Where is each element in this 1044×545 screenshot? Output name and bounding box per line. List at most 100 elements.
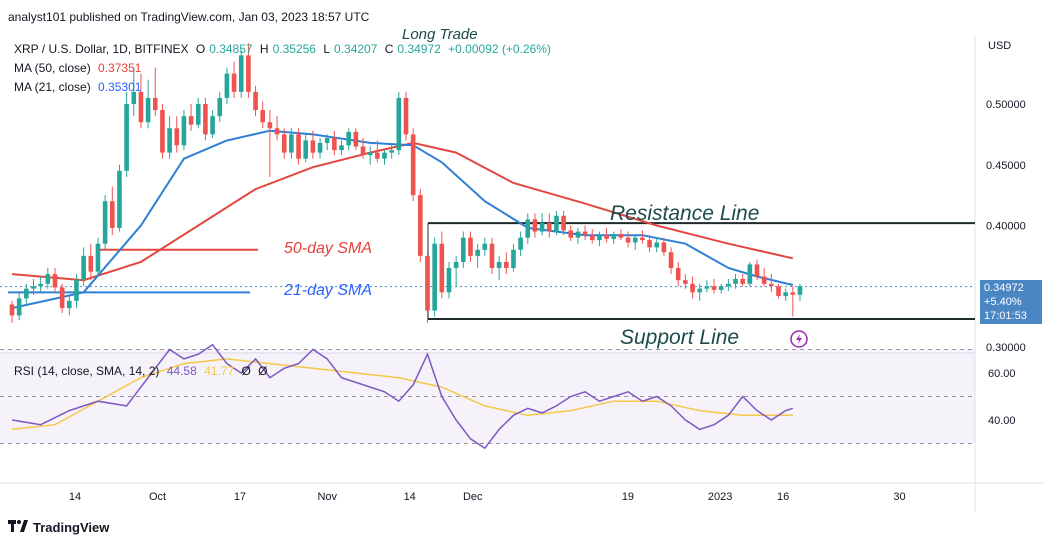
candle-body (88, 255, 94, 272)
high-label: H (259, 42, 269, 56)
candle-body (81, 255, 86, 281)
candle-body (618, 234, 624, 238)
candle-body (310, 140, 316, 153)
time-tick-label: 19 (622, 491, 634, 503)
candle-body (45, 274, 51, 284)
low-value: 0.34207 (334, 42, 378, 56)
candle-body (496, 261, 502, 269)
last-price-tag: 0.34972 +5.40% 17:01:53 (980, 280, 1042, 324)
lightning-bolt-icon (796, 334, 802, 344)
candle-body (475, 249, 480, 256)
candle-body (360, 146, 366, 156)
candle-body (24, 288, 29, 299)
rsi-background (0, 349, 975, 444)
rsi-line (11, 343, 794, 450)
candle-body (418, 195, 423, 256)
price-axis-unit: USD (988, 40, 1011, 52)
candle-body (546, 223, 552, 232)
candle-body (274, 128, 280, 135)
candle-body (160, 110, 165, 153)
candle-body (59, 287, 65, 309)
candle-body (188, 116, 194, 125)
candle-body (145, 97, 151, 123)
candle-body (518, 237, 523, 250)
time-tick-label: 16 (777, 491, 789, 503)
candle-body (117, 170, 122, 228)
time-tick-label: Nov (317, 491, 337, 503)
time-tick-label: Oct (149, 491, 166, 503)
candle-body (31, 286, 36, 289)
candle-body (38, 283, 43, 287)
candle-body (74, 280, 79, 301)
candle-body (769, 283, 774, 287)
rsi-legend[interactable]: RSI (14, close, SMA, 14, 2) 44.58 41.77 … (14, 364, 272, 378)
rsi-empty-1: Ø (241, 364, 251, 378)
candle-body (195, 104, 201, 125)
axes: USD 0.50000 0.45000 0.40000 0.30000 60.00 40.0… (69, 40, 1026, 503)
candle-body (561, 215, 566, 231)
candle-body (332, 138, 337, 151)
candle-body (382, 152, 387, 159)
candle-body (296, 134, 301, 159)
candle-body (611, 234, 617, 239)
candle-body (109, 201, 115, 228)
rsi-sma-line (11, 358, 793, 431)
long-trade-annotation: Long Trade (402, 26, 478, 43)
candle-body (761, 276, 767, 284)
time-tick-label: 17 (234, 491, 246, 503)
candles (9, 43, 803, 323)
candle-body (152, 97, 158, 111)
candle-body (52, 274, 58, 288)
symbol-legend: XRP / U.S. Dollar, 1D, BITFINEX O 0.34857… (14, 42, 555, 56)
candle-body (711, 286, 717, 290)
candle-body (797, 286, 803, 295)
candle-body (403, 97, 409, 135)
candle-body (718, 286, 724, 290)
price-tick-label: 0.30000 (986, 342, 1026, 354)
rsi-label: RSI (14, close, SMA, 14, 2) (14, 364, 160, 378)
candle-body (339, 145, 344, 151)
candle-body (482, 243, 488, 250)
candle-body (217, 97, 223, 117)
resistance-annotation: Resistance Line (610, 202, 760, 225)
price-tick-label: 0.40000 (986, 221, 1026, 233)
ma50-value: 0.37351 (98, 61, 142, 75)
footer-brand[interactable]: TradingView (8, 520, 109, 535)
candle-body (589, 235, 595, 241)
support-annotation: Support Line (620, 326, 740, 349)
ma50-legend[interactable]: MA (50, close) 0.37351 (14, 61, 145, 75)
candle-body (790, 292, 796, 295)
candle-body (525, 219, 531, 238)
candle-body (461, 237, 466, 262)
rsi-sma-value: 41.77 (204, 364, 235, 378)
candle-body (367, 152, 373, 156)
candle-body (754, 264, 760, 277)
candle-body (625, 237, 631, 243)
icons (790, 330, 808, 348)
candle-body (503, 261, 509, 269)
candle-body (210, 116, 215, 135)
candle-body (690, 283, 695, 293)
candle-body (675, 268, 681, 281)
candle-body (647, 240, 652, 248)
candle-body (246, 55, 251, 92)
rsi-tick-label: 40.00 (988, 415, 1016, 427)
candle-body (568, 230, 574, 238)
candle-body (410, 134, 416, 196)
candle-body (432, 243, 437, 311)
candle-body (67, 300, 72, 309)
ma21-legend[interactable]: MA (21, close) 0.35301 (14, 80, 145, 94)
candle-body (726, 283, 731, 287)
close-label: C (384, 42, 394, 56)
candle-body (489, 243, 495, 269)
candle-body (747, 264, 753, 284)
bar-countdown: 17:01:53 (984, 310, 1027, 322)
candle-body (346, 131, 351, 146)
change-value: +0.00092 (+0.26%) (448, 42, 551, 56)
candle-body (683, 280, 688, 284)
rsi-value: 44.58 (166, 364, 197, 378)
rsi-empty-2: Ø (258, 364, 268, 378)
